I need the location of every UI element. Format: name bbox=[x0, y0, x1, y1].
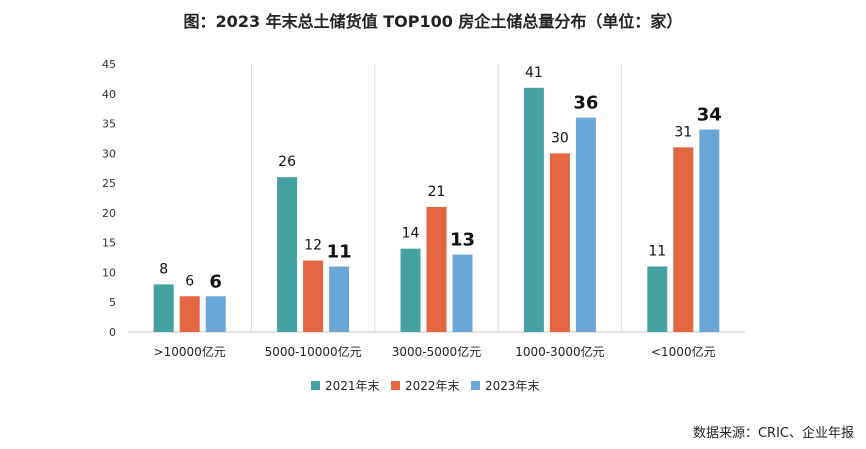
bar bbox=[329, 266, 350, 332]
bar bbox=[400, 248, 421, 332]
data-label: 11 bbox=[648, 243, 666, 259]
chart-title: 图：2023 年末总土储货值 TOP100 房企土储总量分布（单位：家） bbox=[183, 12, 683, 31]
y-tick-label: 45 bbox=[102, 58, 116, 71]
legend-label: 2021年末 bbox=[325, 379, 380, 393]
data-label: 41 bbox=[525, 65, 543, 81]
data-label: 34 bbox=[697, 105, 722, 126]
bar bbox=[426, 206, 447, 332]
y-tick-label: 10 bbox=[102, 266, 116, 279]
x-tick-label: 3000-5000亿元 bbox=[392, 344, 481, 359]
bar bbox=[277, 177, 298, 332]
y-tick-label: 40 bbox=[102, 88, 116, 101]
legend-swatch bbox=[311, 381, 320, 390]
data-label: 14 bbox=[402, 226, 420, 242]
y-tick-label: 5 bbox=[109, 296, 116, 309]
legend-label: 2023年末 bbox=[485, 379, 540, 393]
y-tick-label: 0 bbox=[109, 326, 116, 339]
y-tick-label: 20 bbox=[102, 207, 116, 220]
data-label: 8 bbox=[159, 261, 168, 277]
bar bbox=[549, 153, 570, 332]
data-label: 26 bbox=[278, 154, 296, 170]
bar bbox=[303, 260, 324, 332]
x-tick-label: 1000-3000亿元 bbox=[515, 344, 604, 359]
y-tick-label: 15 bbox=[102, 237, 116, 250]
data-label: 31 bbox=[674, 124, 692, 140]
x-tick-label: >10000亿元 bbox=[154, 344, 226, 359]
y-tick-label: 30 bbox=[102, 147, 116, 160]
data-label: 13 bbox=[450, 230, 475, 251]
data-label: 6 bbox=[209, 271, 222, 292]
data-label: 11 bbox=[327, 241, 352, 262]
bar bbox=[699, 129, 720, 332]
legend-label: 2022年末 bbox=[405, 379, 460, 393]
data-label: 12 bbox=[304, 238, 322, 254]
bar bbox=[452, 254, 473, 332]
bar bbox=[647, 266, 668, 332]
bar bbox=[205, 296, 226, 332]
data-label: 36 bbox=[573, 93, 598, 114]
bar bbox=[179, 296, 200, 332]
y-tick-label: 35 bbox=[102, 118, 116, 131]
data-label: 30 bbox=[551, 130, 569, 146]
y-tick-label: 25 bbox=[102, 177, 116, 190]
data-label: 21 bbox=[428, 184, 446, 200]
bar bbox=[575, 117, 596, 332]
source-note: 数据来源：CRIC、企业年报 bbox=[692, 426, 854, 441]
bar bbox=[153, 284, 174, 332]
bar bbox=[673, 147, 694, 332]
x-tick-label: 5000-10000亿元 bbox=[265, 344, 362, 359]
data-label: 6 bbox=[185, 273, 194, 289]
legend-swatch bbox=[391, 381, 400, 390]
bar bbox=[523, 87, 544, 332]
legend-swatch bbox=[471, 381, 480, 390]
x-tick-label: <1000亿元 bbox=[651, 344, 716, 359]
